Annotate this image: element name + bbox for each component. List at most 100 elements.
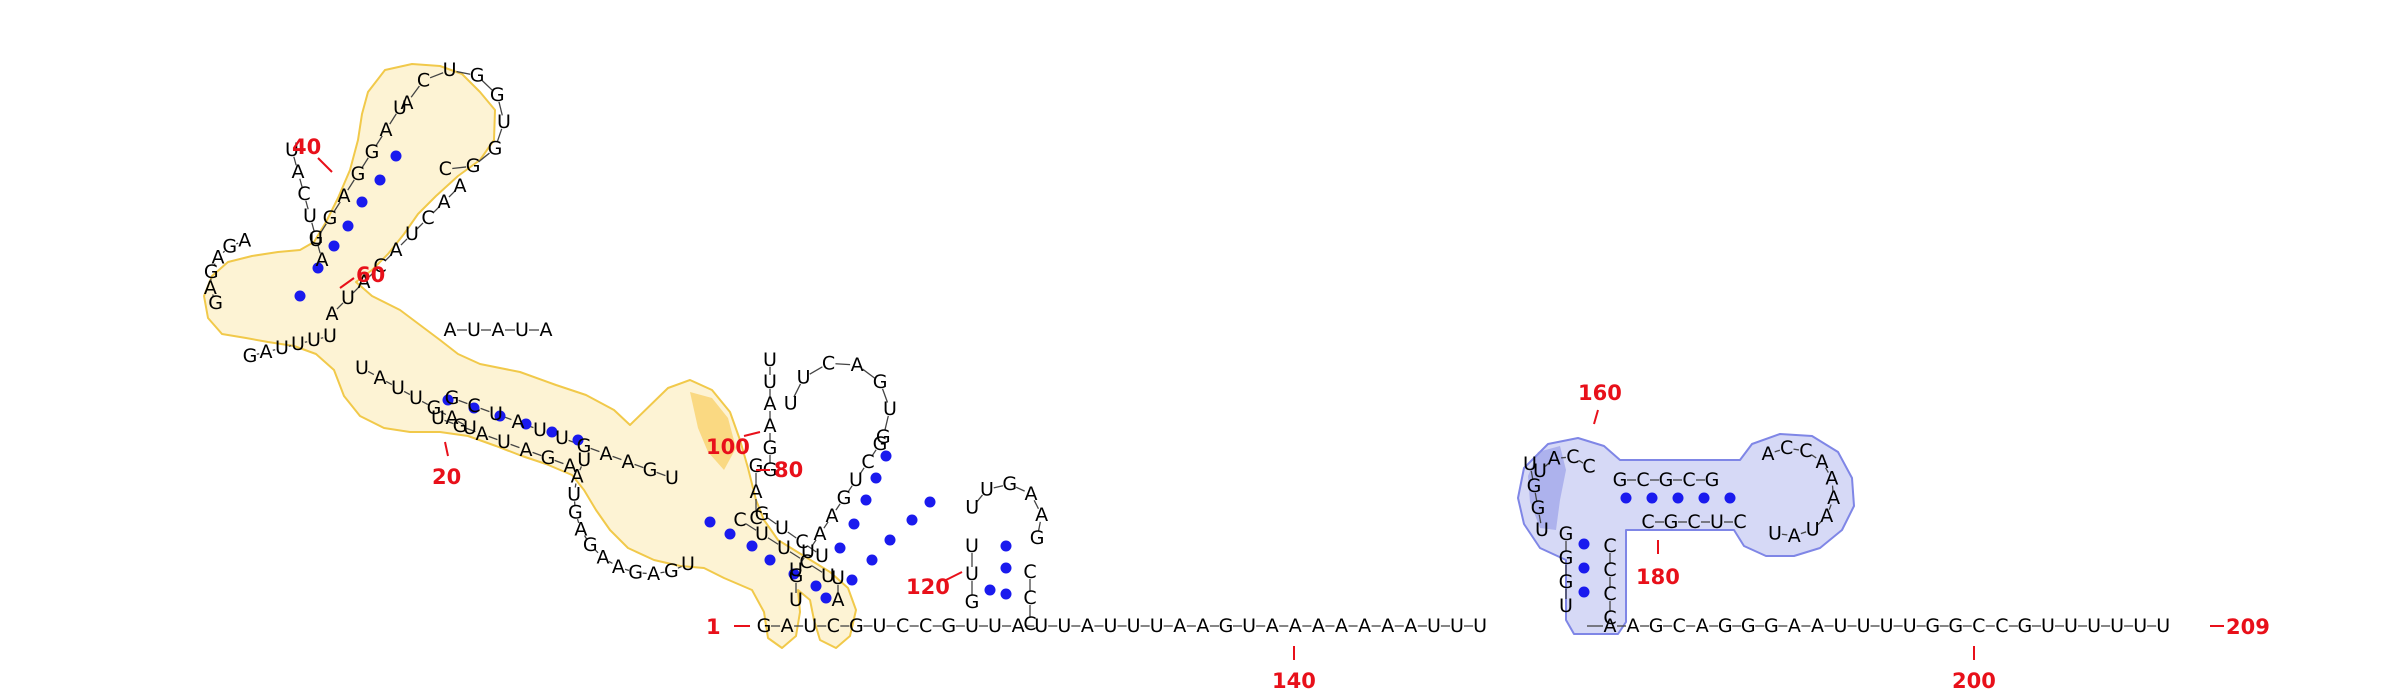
nucleotide: U bbox=[533, 419, 547, 441]
nucleotide: A bbox=[814, 523, 827, 545]
backbone-bond bbox=[835, 363, 851, 366]
base-pair bbox=[846, 574, 858, 586]
position-labels: 1 20 40 60 80 100 120 140 160 180 200 20… bbox=[292, 135, 2270, 693]
nucleotide: U bbox=[831, 567, 845, 589]
nucleotide: U bbox=[355, 357, 369, 379]
backbone-bond bbox=[457, 420, 465, 426]
nucleotide: A bbox=[238, 230, 251, 252]
backbone-bond bbox=[456, 70, 471, 75]
nucleotide: G bbox=[453, 415, 468, 437]
backbone-bond bbox=[1793, 448, 1800, 451]
nucleotide: G bbox=[490, 84, 505, 106]
nucleotide: A bbox=[764, 393, 777, 415]
backbone-bond bbox=[1033, 500, 1040, 510]
backbone-bond bbox=[480, 407, 490, 413]
base-pair bbox=[1578, 562, 1590, 574]
nucleotide: A bbox=[1696, 615, 1709, 637]
backbone-bond bbox=[336, 302, 344, 310]
backbone-bond bbox=[624, 568, 630, 572]
nucleotide: G bbox=[1559, 571, 1574, 593]
nucleotide: U bbox=[665, 467, 679, 489]
backbone-bond bbox=[410, 85, 420, 98]
nucleotide: A bbox=[612, 556, 625, 578]
nucleotide: U bbox=[577, 449, 591, 471]
nucleotide: G bbox=[427, 397, 442, 419]
nucleotide: C bbox=[1603, 607, 1616, 629]
position-label-160: 160 bbox=[1578, 381, 1622, 405]
nucleotide: U bbox=[797, 367, 811, 389]
highlight-regions bbox=[203, 63, 1855, 649]
nucleotide: C bbox=[1023, 587, 1036, 609]
backbone-bond bbox=[375, 135, 383, 147]
base-pair bbox=[906, 514, 918, 526]
base-pair bbox=[848, 518, 860, 530]
base-pair bbox=[312, 262, 324, 274]
backbone-bond bbox=[510, 443, 520, 449]
position-label-60: 60 bbox=[356, 263, 385, 287]
nucleotide: A bbox=[492, 319, 505, 341]
backbone-bond bbox=[789, 551, 801, 559]
nucleotide: C bbox=[1780, 437, 1793, 459]
backbone-bond bbox=[400, 238, 408, 246]
nucleotide: U bbox=[443, 59, 457, 81]
backbone-bond bbox=[305, 200, 309, 210]
backbone-bond bbox=[488, 435, 498, 441]
nucleotide: A bbox=[454, 175, 467, 197]
nucleotide: C bbox=[1682, 469, 1695, 491]
backbone-bond bbox=[299, 178, 303, 188]
nucleotide: U bbox=[965, 497, 979, 519]
nucleotide: C bbox=[1799, 440, 1812, 462]
backbone-bond bbox=[319, 223, 327, 235]
backbone-bond bbox=[1015, 486, 1025, 492]
nucleotide: U bbox=[883, 398, 897, 420]
nucleotide: A bbox=[326, 303, 339, 325]
nucleotide: A bbox=[1173, 615, 1186, 637]
nucleotide: G bbox=[1219, 615, 1234, 637]
position-label-200: 200 bbox=[1952, 669, 1996, 693]
base-pair bbox=[924, 496, 936, 508]
nucleotide: G bbox=[1741, 615, 1756, 637]
backbone-bond bbox=[634, 463, 644, 469]
base-pair bbox=[390, 150, 402, 162]
nucleotide: U bbox=[849, 469, 863, 491]
nucleotide: C bbox=[1641, 511, 1654, 533]
nucleotide: U bbox=[1057, 615, 1071, 637]
position-label-40: 40 bbox=[292, 135, 321, 159]
backbone-bond bbox=[1817, 520, 1823, 526]
backbone-bond bbox=[767, 537, 779, 545]
nucleotide: A bbox=[1358, 615, 1371, 637]
base-pair bbox=[1000, 562, 1012, 574]
nucleotide: U bbox=[980, 478, 994, 500]
nucleotide: A bbox=[520, 439, 533, 461]
backbone-bond bbox=[1781, 533, 1788, 536]
nucleotide: U bbox=[1710, 511, 1724, 533]
backbone-bond bbox=[466, 427, 476, 433]
nucleotide: A bbox=[1335, 615, 1348, 637]
nucleotide: U bbox=[1150, 615, 1164, 637]
nucleotide: A bbox=[292, 161, 305, 183]
nucleotide: A bbox=[1548, 447, 1561, 469]
nucleotide: A bbox=[781, 615, 794, 637]
nucleotide: A bbox=[260, 341, 273, 363]
nucleotide: A bbox=[564, 455, 577, 477]
nucleotide: U bbox=[463, 417, 477, 439]
nucleotide: C bbox=[1023, 613, 1036, 635]
nucleotide: G bbox=[2018, 615, 2033, 637]
nucleotide: G bbox=[445, 387, 460, 409]
backbone-bond bbox=[612, 455, 622, 461]
base-pair bbox=[1578, 586, 1590, 598]
nucleotide: U bbox=[567, 483, 581, 505]
base-pair bbox=[468, 402, 480, 414]
nucleotide: U bbox=[555, 427, 569, 449]
nucleotide: C bbox=[795, 531, 808, 553]
nucleotide: U bbox=[1523, 453, 1537, 475]
nucleotide: U bbox=[755, 523, 769, 545]
nucleotide: G bbox=[873, 433, 888, 455]
nucleotide: A bbox=[1788, 525, 1801, 547]
nucleotide: G bbox=[1705, 469, 1720, 491]
backbone-bond bbox=[1811, 454, 1817, 459]
nucleotide: A bbox=[1762, 443, 1775, 465]
nucleotide: U bbox=[467, 319, 481, 341]
nucleotide: C bbox=[1023, 561, 1036, 583]
